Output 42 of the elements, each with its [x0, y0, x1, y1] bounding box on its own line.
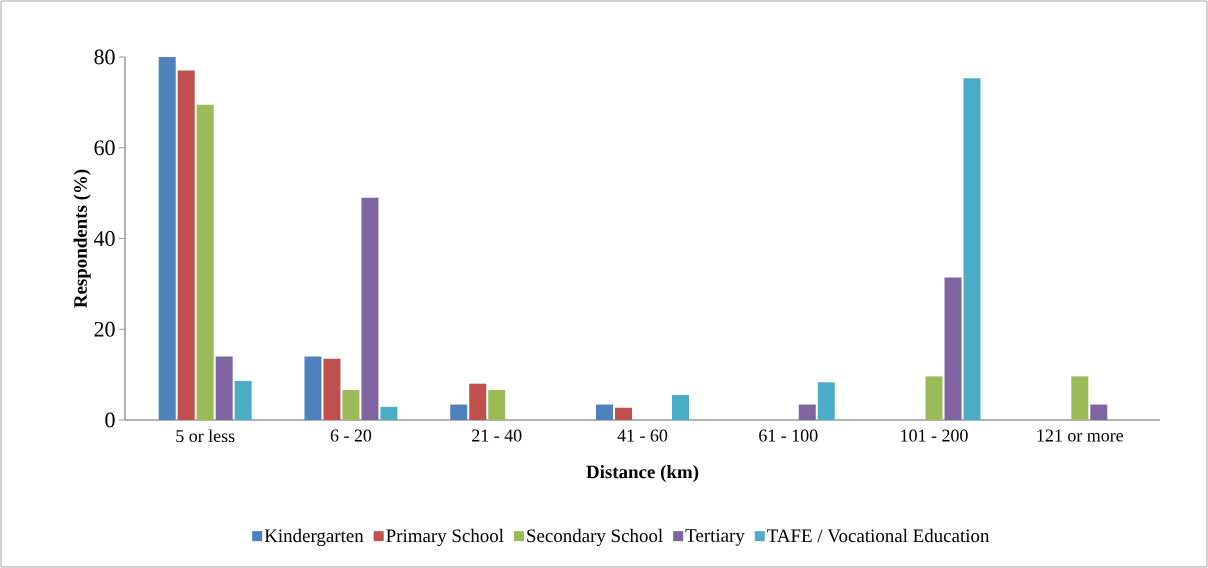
bar	[361, 197, 379, 420]
x-tick-label: 101 - 200	[901, 429, 968, 442]
x-tick-label: 121 or more	[1037, 429, 1124, 442]
y-tick-label: 40	[93, 231, 115, 246]
bar	[323, 358, 341, 420]
x-axis-title: Distance (km)	[586, 464, 699, 483]
bar	[215, 356, 233, 420]
bar	[963, 78, 981, 420]
legend-label: Tertiary	[685, 529, 745, 546]
x-tick-label: 21 - 40	[472, 429, 522, 442]
bar	[342, 390, 360, 420]
y-tick-label: 60	[94, 140, 115, 156]
x-tick-label: 41 - 60	[617, 429, 668, 442]
bar	[925, 376, 943, 420]
bar	[488, 390, 506, 420]
legend-label: Primary School	[386, 528, 504, 547]
y-axis-title: Respondents (%)	[73, 169, 91, 308]
bar	[671, 395, 689, 420]
x-tick-label: 61 - 100	[759, 429, 818, 442]
bar	[177, 70, 195, 420]
bar	[450, 404, 468, 420]
y-tick-label: 80	[94, 49, 115, 65]
bar	[196, 104, 214, 420]
bar	[304, 356, 322, 420]
y-tick-label: 0	[105, 412, 115, 428]
bar	[469, 383, 487, 420]
bar	[615, 407, 632, 420]
bar	[596, 404, 614, 420]
legend-label: TAFE / Vocational Education	[767, 528, 990, 543]
bar	[380, 406, 398, 420]
bar	[817, 382, 835, 420]
legend-label: Secondary School	[527, 528, 663, 547]
legend-label: Kindergarten	[264, 528, 364, 547]
bar	[158, 56, 176, 420]
y-tick-label: 20	[94, 321, 115, 337]
x-tick-label: 5 or less	[176, 429, 235, 443]
bar	[798, 404, 816, 420]
bar	[944, 277, 962, 420]
bar	[1071, 376, 1089, 420]
x-tick-label: 6 - 20	[330, 429, 372, 442]
bar	[234, 380, 252, 420]
bar	[1090, 404, 1108, 420]
